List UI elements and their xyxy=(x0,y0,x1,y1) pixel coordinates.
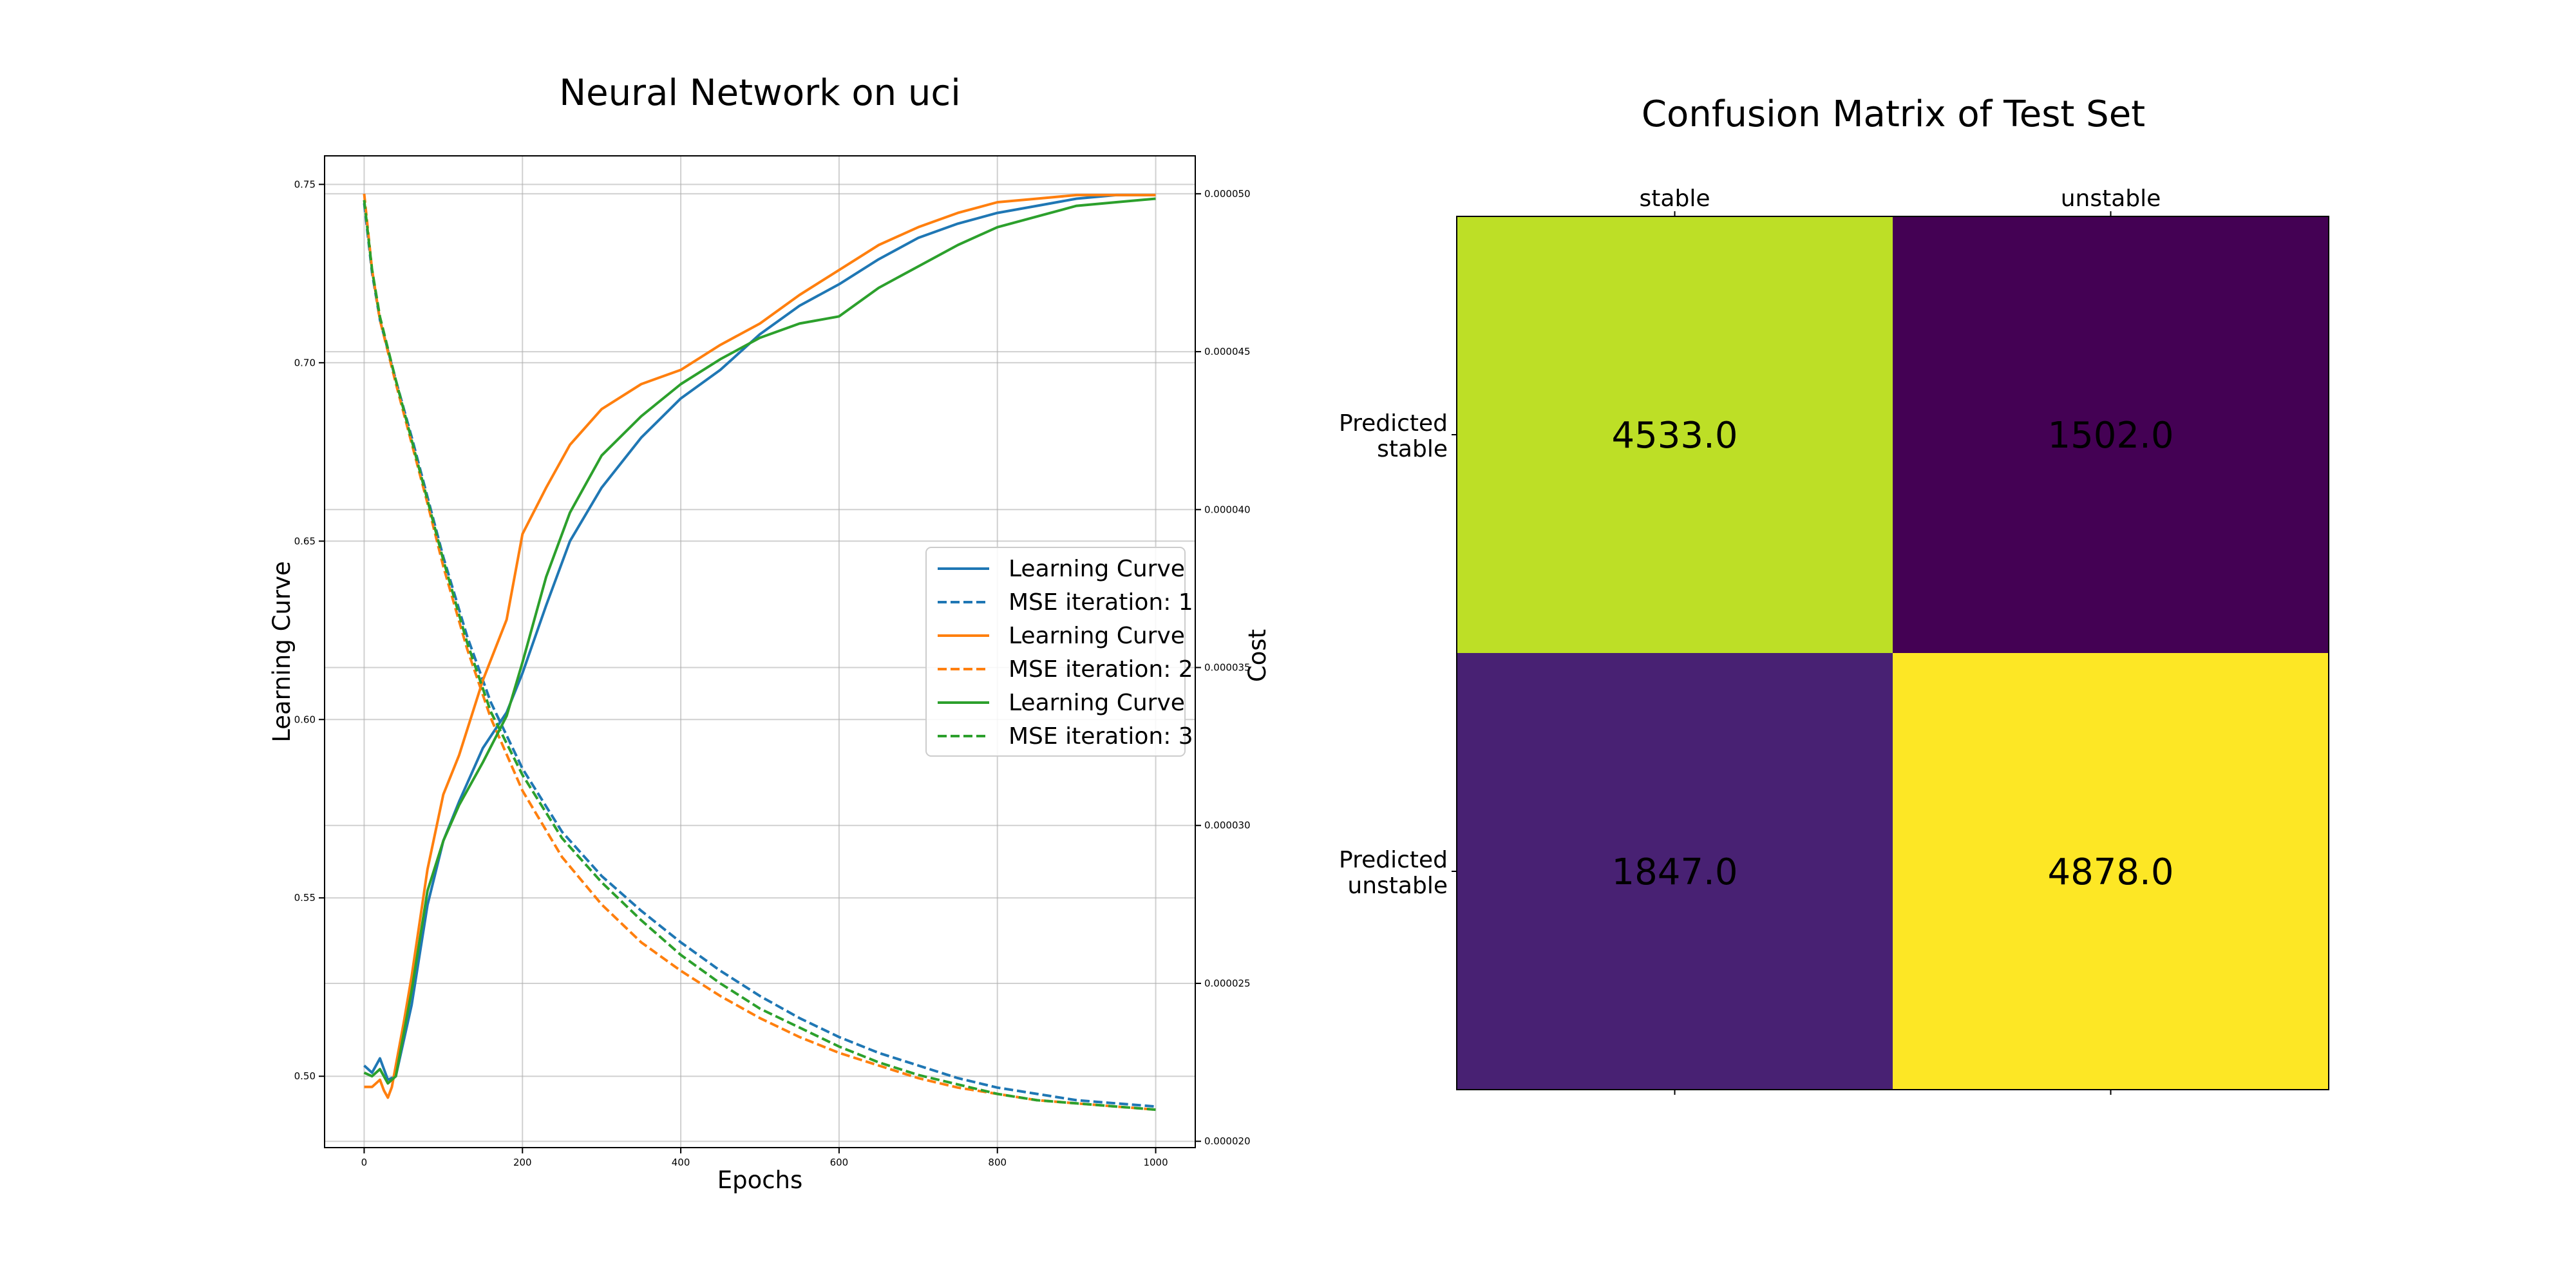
mse-line-3 xyxy=(363,200,1156,1112)
y-tick-label: 0.55 xyxy=(294,892,316,904)
matrix-cell xyxy=(1893,653,2329,1090)
x-tick-label: 200 xyxy=(513,1157,532,1168)
line-chart-x-ticks: 0 200 400 600 800 1000 xyxy=(361,1148,1168,1168)
y-tick-label: 0.70 xyxy=(294,357,316,368)
right-y-tick-label: 0.000050 xyxy=(1204,188,1251,200)
line-chart-right-y-ticks: 0.000020 0.000025 0.000030 0.000035 0.000040… xyxy=(1195,188,1251,1147)
legend-items: Learning Curve MSE iteration: 1 Learning C… xyxy=(938,556,1193,750)
confusion-matrix-title: Confusion Matrix of Test Set xyxy=(1642,93,2145,135)
y-tick-label: 0.50 xyxy=(294,1070,316,1082)
row-label-line: Predicted xyxy=(1339,847,1448,873)
right-y-axis-label: Cost xyxy=(1244,629,1271,682)
matrix-cell-value: 4533.0 xyxy=(1612,415,1738,457)
row-label-line: Predicted xyxy=(1339,410,1448,437)
row-label-line: stable xyxy=(1377,436,1448,462)
column-label: stable xyxy=(1640,185,1710,212)
confusion-matrix-frame xyxy=(1456,216,2329,1090)
x-tick-label: 1000 xyxy=(1143,1157,1168,1168)
legend-box xyxy=(925,547,1186,757)
line-chart-y-ticks: 0.50 0.55 0.60 0.65 0.70 0.75 xyxy=(294,178,325,1082)
right-y-tick-label: 0.000035 xyxy=(1204,662,1251,674)
learning-curve-line-2 xyxy=(364,193,1156,1099)
confusion-matrix-cells: 4533.0 1502.0 1847.0 4878.0 xyxy=(1457,216,2329,1090)
right-y-tick-label: 0.000020 xyxy=(1204,1135,1251,1147)
line-chart-plot-frame xyxy=(324,155,1196,1148)
line-chart-title: Neural Network on uci xyxy=(559,72,961,114)
confusion-matrix-column-labels: stable unstable xyxy=(1640,185,2161,1095)
column-label: unstable xyxy=(2061,185,2161,212)
matrix-cell-value: 1502.0 xyxy=(2048,415,2174,457)
matrix-cell xyxy=(1457,653,1893,1090)
y-tick-label: 0.75 xyxy=(294,178,316,190)
matrix-cell xyxy=(1893,216,2329,653)
x-tick-label: 800 xyxy=(988,1157,1007,1168)
x-tick-label: 400 xyxy=(672,1157,690,1168)
legend-label: Learning Curve xyxy=(1009,690,1185,716)
legend-label: Learning Curve xyxy=(1009,556,1185,582)
row-label-line: unstable xyxy=(1347,873,1448,899)
x-axis-label: Epochs xyxy=(717,1166,803,1194)
y-tick-label: 0.60 xyxy=(294,714,316,725)
y-tick-label: 0.65 xyxy=(294,535,316,547)
legend-label: Learning Curve xyxy=(1009,623,1185,649)
matrix-cell-value: 1847.0 xyxy=(1612,851,1738,893)
x-tick-label: 0 xyxy=(361,1157,368,1168)
right-y-tick-label: 0.000025 xyxy=(1204,978,1251,989)
line-chart-series xyxy=(363,193,1156,1112)
right-y-tick-label: 0.000040 xyxy=(1204,504,1251,515)
x-tick-label: 600 xyxy=(830,1157,849,1168)
confusion-matrix-chart: Confusion Matrix of Test Set 4533.0 1502.… xyxy=(1339,93,2329,1095)
legend-label: MSE iteration: 1 xyxy=(1009,589,1193,616)
matrix-cell xyxy=(1457,216,1893,653)
right-y-tick-label: 0.000030 xyxy=(1204,820,1251,831)
y-axis-label: Learning Curve xyxy=(268,561,296,743)
learning-curve-line-3 xyxy=(363,197,1156,1085)
right-y-tick-label: 0.000045 xyxy=(1204,346,1251,357)
legend-label: MSE iteration: 3 xyxy=(1009,723,1193,750)
learning-curve-chart: Neural Network on uci 0 200 400 600 800 1000 … xyxy=(268,72,1271,1194)
matrix-cell-value: 4878.0 xyxy=(2048,851,2174,893)
legend-label: MSE iteration: 2 xyxy=(1009,656,1193,683)
legend: Learning Curve MSE iteration: 1 Learning C… xyxy=(925,547,1193,757)
